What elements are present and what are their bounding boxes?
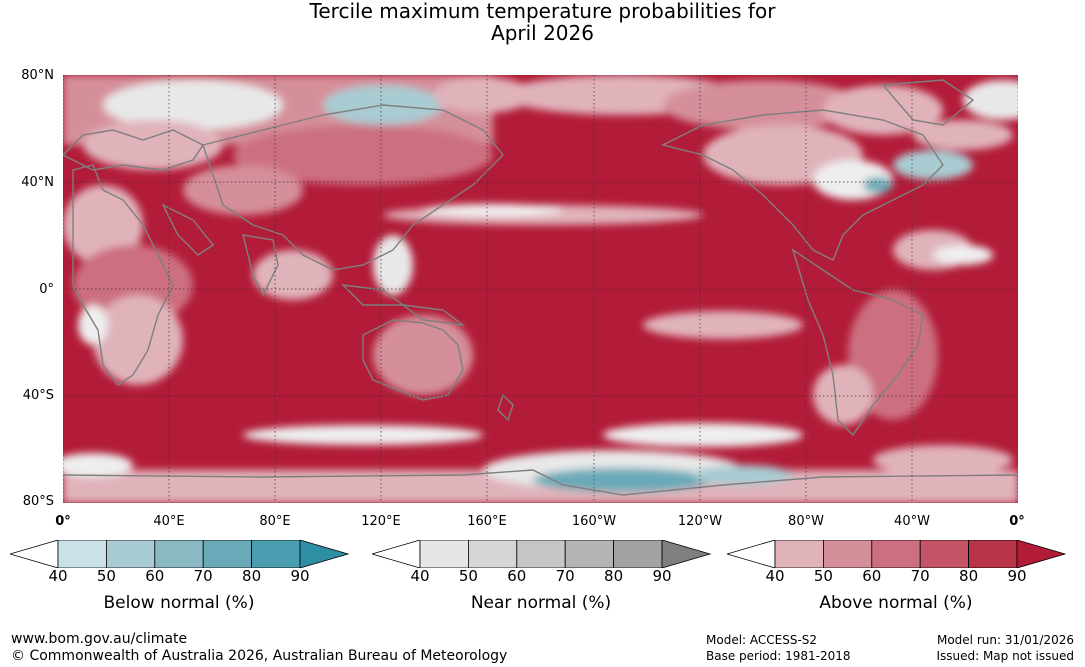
lon-label-160e: 160°E: [467, 514, 507, 529]
coastlines: [63, 79, 1018, 496]
graticule: [63, 75, 1018, 503]
colorbar-above-normal-segment-2: [871, 540, 921, 568]
lon-label-160w: 160°W: [571, 514, 617, 529]
colorbar-below-normal-segment-3: [202, 540, 252, 568]
colorbar-near-normal-high-extension: [661, 540, 712, 568]
colorbar-below-normal-segment-2: [154, 540, 204, 568]
lon-label-0-east: 0°: [1009, 514, 1025, 529]
colorbar-above-normal-tick-50: 50: [813, 567, 833, 585]
colorbar-near-normal-segment-2: [516, 540, 566, 568]
colorbar-near-normal-tick-50: 50: [458, 567, 478, 585]
colorbar-near-normal-tick-60: 60: [507, 567, 527, 585]
lat-label-40s: 40°S: [22, 388, 54, 403]
colorbar-near-normal-tick-40: 40: [410, 567, 430, 585]
colorbar-near-normal-segment-3: [564, 540, 614, 568]
legend-title-near-normal: Near normal (%): [470, 593, 612, 613]
lat-label-80n: 80°N: [21, 68, 54, 83]
colorbar-near-normal-tick-70: 70: [555, 567, 575, 585]
footer-website: www.bom.gov.au/climate: [11, 631, 188, 647]
colorbar-near-normal-segment-1: [468, 540, 518, 568]
legend-title-below-normal: Below normal (%): [103, 593, 255, 613]
footer-issued: Issued: Map not issued: [936, 649, 1074, 663]
lat-label-80s: 80°S: [22, 494, 54, 509]
colorbar-below-normal-tick-60: 60: [145, 567, 165, 585]
map-title-line1: Tercile maximum temperature probabilitie…: [309, 0, 776, 23]
lon-label-80e: 80°E: [259, 514, 291, 529]
lon-label-80w: 80°W: [788, 514, 824, 529]
colorbar-above-normal-segment-0: [774, 540, 824, 568]
lon-label-120e: 120°E: [361, 514, 401, 529]
footer-copyright: © Commonwealth of Australia 2026, Austra…: [11, 648, 508, 664]
colorbar-below-normal-segment-0: [57, 540, 107, 568]
colorbar-above-normal-tick-90: 90: [1007, 567, 1027, 585]
colorbar-above-normal-tick-40: 40: [765, 567, 785, 585]
lat-label-0: 0°: [39, 282, 54, 297]
colorbar-above-normal-segment-3: [919, 540, 969, 568]
colorbar-above-normal-tick-70: 70: [910, 567, 930, 585]
colorbar-above-normal-tick-80: 80: [959, 567, 979, 585]
colorbar-below-normal-tick-80: 80: [242, 567, 262, 585]
map-title-line2: April 2026: [491, 21, 594, 45]
colorbar-below-normal-low-extension: [10, 540, 59, 568]
colorbar-above-normal: [727, 540, 1067, 568]
colorbar-near-normal-segment-0: [419, 540, 469, 568]
colorbar-below-normal-high-extension: [299, 540, 350, 568]
lat-label-40n: 40°N: [21, 175, 54, 190]
footer-base-period: Base period: 1981-2018: [706, 649, 851, 663]
colorbar-above-normal-high-extension: [1016, 540, 1067, 568]
colorbar-above-normal-segment-1: [823, 540, 873, 568]
footer-model: Model: ACCESS-S2: [706, 633, 818, 647]
lon-label-40e: 40°E: [153, 514, 185, 529]
lon-label-120w: 120°W: [677, 514, 723, 529]
colorbar-near-normal-tick-80: 80: [604, 567, 624, 585]
colorbar-below-normal: [10, 540, 350, 568]
lon-label-0-west: 0°: [55, 514, 71, 529]
colorbar-above-normal-low-extension: [727, 540, 776, 568]
colorbar-above-normal-segment-4: [968, 540, 1018, 568]
lon-label-40w: 40°W: [894, 514, 930, 529]
colorbar-below-normal-tick-70: 70: [193, 567, 213, 585]
colorbar-below-normal-segment-1: [106, 540, 156, 568]
probability-map: [63, 75, 1018, 503]
colorbar-near-normal-low-extension: [372, 540, 421, 568]
colorbar-below-normal-tick-40: 40: [48, 567, 68, 585]
colorbar-near-normal-tick-90: 90: [652, 567, 672, 585]
colorbar-near-normal: [372, 540, 712, 568]
colorbar-below-normal-tick-90: 90: [290, 567, 310, 585]
colorbar-below-normal-tick-50: 50: [96, 567, 116, 585]
footer-model-run: Model run: 31/01/2026: [936, 633, 1074, 647]
colorbar-below-normal-segment-4: [251, 540, 301, 568]
legend-title-above-normal: Above normal (%): [819, 593, 973, 613]
probability-patches: [63, 75, 1018, 503]
colorbar-above-normal-tick-60: 60: [862, 567, 882, 585]
colorbar-near-normal-segment-4: [613, 540, 663, 568]
